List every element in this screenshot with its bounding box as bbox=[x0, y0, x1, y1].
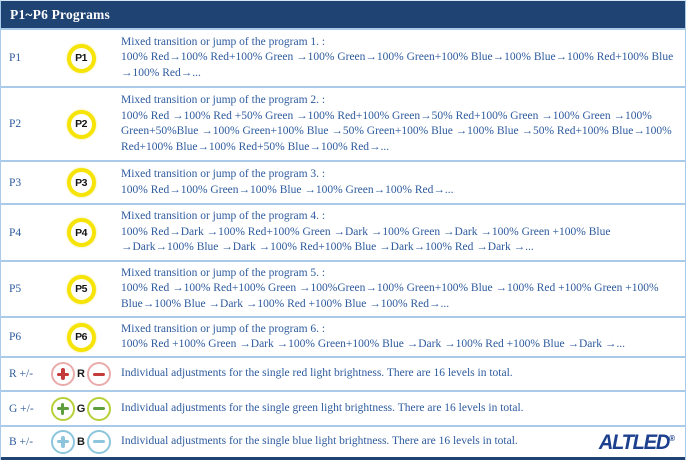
description-body: 100% Red→Dark →100% Red+100% Green →Dark… bbox=[121, 225, 611, 254]
icon-cell: P3 bbox=[43, 162, 119, 203]
row-description: Mixed transition or jump of the program … bbox=[119, 205, 685, 260]
p6-button-icon: P6 bbox=[66, 322, 96, 352]
description-title: Mixed transition or jump of the program … bbox=[121, 210, 326, 223]
icon-cell: P5 bbox=[43, 262, 119, 316]
row-description: Mixed transition or jump of the program … bbox=[119, 162, 685, 203]
row-label: P6 bbox=[9, 331, 22, 343]
table-row-p2: P2 P2 Mixed transition or jump of the pr… bbox=[1, 86, 685, 160]
description-body: 100% Red →100% Red +50% Green →100% Red+… bbox=[121, 109, 672, 153]
p5-button-icon: P5 bbox=[66, 274, 96, 304]
row-description: Mixed transition or jump of the program … bbox=[119, 318, 685, 356]
row-label: P3 bbox=[9, 176, 22, 189]
description-body: 100% Red →100% Red+100% Green →100%Green… bbox=[121, 282, 659, 310]
table-row-blue-adjust: B +/- B Individual adjustments for the s… bbox=[1, 425, 685, 456]
table-row-p4: P4 P4 Mixed transition or jump of the pr… bbox=[1, 203, 685, 260]
table-row-red-adjust: R +/- R Individual adjustments for the s… bbox=[1, 356, 685, 390]
table-row-p6: P6 P6 Mixed transition or jump of the pr… bbox=[1, 316, 685, 356]
description-title: Mixed transition or jump of the program … bbox=[121, 94, 326, 106]
icon-cell: P2 bbox=[43, 88, 119, 160]
description-body: 100% Red→100% Green→100% Blue →100% Gree… bbox=[121, 183, 454, 196]
red-plus-icon bbox=[51, 362, 76, 386]
row-description: Mixed transition or jump of the program … bbox=[119, 262, 685, 316]
icon-cell: G bbox=[43, 392, 119, 425]
green-minus-icon bbox=[87, 396, 112, 421]
bottom-border-bar bbox=[1, 457, 685, 460]
table-row-p5: P5 P5 Mixed transition or jump of the pr… bbox=[1, 260, 685, 316]
row-description: Individual adjustments for the single bl… bbox=[119, 427, 685, 456]
p1-button-icon: P1 bbox=[66, 43, 96, 73]
description-title: Mixed transition or jump of the program … bbox=[121, 266, 326, 279]
red-adjust-icons: R bbox=[51, 362, 111, 386]
row-label: B +/- bbox=[9, 435, 34, 448]
blue-plus-icon bbox=[51, 429, 76, 454]
p4-button-icon: P4 bbox=[66, 218, 96, 247]
icon-cell: P4 bbox=[43, 205, 119, 260]
description-body: Individual adjustments for the single bl… bbox=[121, 434, 518, 447]
blue-adjust-icons: B bbox=[51, 429, 111, 454]
icon-cell: P1 bbox=[43, 30, 119, 86]
channel-letter: B bbox=[77, 435, 85, 448]
icon-cell: R bbox=[43, 358, 119, 390]
row-label: P1 bbox=[9, 52, 22, 64]
icon-cell: P6 bbox=[43, 318, 119, 356]
green-plus-icon bbox=[50, 396, 75, 421]
description-title: Mixed transition or jump of the program … bbox=[121, 35, 326, 48]
row-label: P5 bbox=[9, 283, 22, 295]
row-label: G +/- bbox=[9, 402, 34, 415]
green-adjust-icons: G bbox=[50, 396, 112, 421]
description-title: Mixed transition or jump of the program … bbox=[121, 322, 326, 335]
registered-mark: ® bbox=[669, 434, 675, 444]
description-title: Mixed transition or jump of the program … bbox=[121, 168, 326, 180]
altled-logo-text: ALTLED bbox=[598, 431, 670, 455]
row-label: P4 bbox=[9, 226, 22, 239]
table-row-green-adjust: G +/- G Individual adjustments for the s… bbox=[1, 390, 685, 425]
table-row-p1: P1 P1 Mixed transition or jump of the pr… bbox=[1, 28, 685, 86]
channel-letter: G bbox=[76, 402, 86, 415]
description-body: Individual adjustments for the single gr… bbox=[121, 401, 524, 414]
row-description: Individual adjustments for the single gr… bbox=[119, 392, 685, 425]
altled-logo: ALTLED® bbox=[598, 431, 677, 455]
icon-cell: B bbox=[43, 427, 119, 456]
red-minus-icon bbox=[86, 362, 111, 386]
channel-letter: R bbox=[77, 368, 85, 380]
description-body: Individual adjustments for the single re… bbox=[121, 367, 513, 380]
description-body: 100% Red +100% Green →Dark →100% Green+1… bbox=[121, 338, 625, 350]
row-description: Individual adjustments for the single re… bbox=[119, 358, 685, 390]
table-title: P1~P6 Programs bbox=[1, 1, 685, 28]
p2-button-icon: P2 bbox=[66, 109, 96, 139]
row-description: Mixed transition or jump of the program … bbox=[119, 88, 685, 160]
row-label: P2 bbox=[9, 118, 22, 130]
p3-button-icon: P3 bbox=[66, 168, 96, 197]
row-label: R +/- bbox=[9, 368, 34, 380]
blue-minus-icon bbox=[86, 429, 111, 454]
row-description: Mixed transition or jump of the program … bbox=[119, 30, 685, 86]
table-row-p3: P3 P3 Mixed transition or jump of the pr… bbox=[1, 160, 685, 203]
description-body: 100% Red→100% Red+100% Green →100% Green… bbox=[121, 51, 674, 79]
